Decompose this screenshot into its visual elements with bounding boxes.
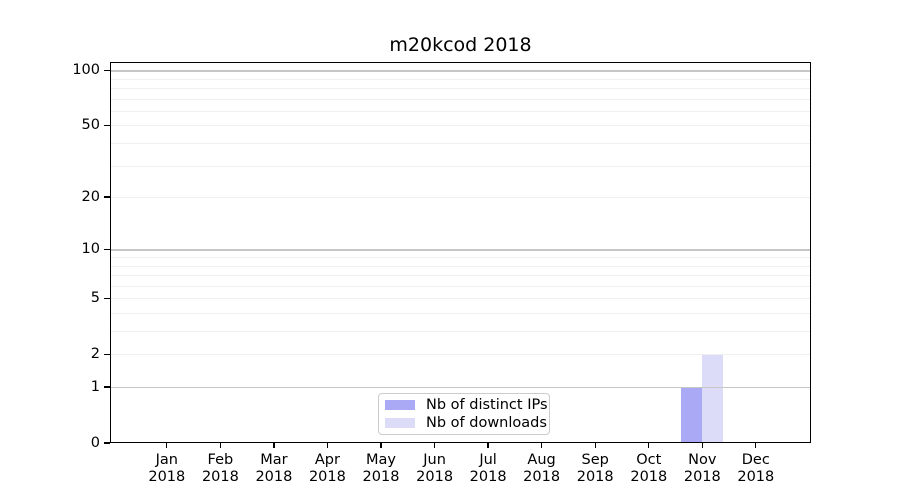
x-tick-label: Jan 2018 (148, 452, 186, 485)
y-tick-mark (104, 196, 110, 198)
legend: Nb of distinct IPs Nb of downloads (378, 393, 550, 435)
y-tick-label: 0 (90, 435, 100, 451)
x-tick-label: Feb 2018 (201, 452, 239, 485)
x-tick-label: Apr 2018 (308, 452, 346, 485)
y-tick-label: 5 (90, 290, 100, 307)
x-tick-mark (219, 443, 222, 448)
legend-swatch-downloads (385, 418, 415, 429)
y-tick-mark (104, 124, 110, 127)
x-tick-label: Aug 2018 (523, 452, 561, 485)
x-tick-mark (166, 443, 168, 448)
x-tick-mark (594, 443, 596, 448)
bar-downloads-nov-2018 (702, 354, 724, 442)
legend-item-downloads: Nb of downloads (379, 415, 549, 433)
y-tick-label: 1 (90, 379, 100, 395)
legend-label-downloads: Nb of downloads (426, 415, 547, 432)
legend-label-distinct-ips: Nb of distinct IPs (426, 396, 548, 413)
y-tick-label: 100 (72, 62, 100, 79)
y-tick-label: 20 (81, 189, 100, 206)
x-tick-mark (648, 443, 650, 448)
x-tick-mark (326, 443, 329, 448)
x-tick-mark (540, 443, 543, 448)
x-tick-label: Sep 2018 (576, 452, 614, 485)
y-tick-mark (104, 353, 110, 355)
y-tick-label: 2 (90, 346, 100, 363)
x-tick-mark (755, 443, 757, 448)
x-tick-mark (380, 443, 382, 448)
x-tick-label: Oct 2018 (630, 452, 668, 485)
y-tick-mark (104, 442, 110, 444)
chart-title: m20kcod 2018 (389, 34, 532, 56)
legend-item-distinct-ips: Nb of distinct IPs (379, 396, 549, 414)
x-tick-mark (701, 443, 703, 448)
x-tick-mark (433, 443, 436, 448)
x-tick-label: May 2018 (362, 452, 400, 485)
x-tick-label: Jul 2018 (469, 452, 507, 485)
x-tick-mark (487, 443, 489, 448)
y-tick-label: 50 (81, 117, 100, 134)
legend-swatch-distinct-ips (385, 399, 415, 410)
y-tick-label: 10 (81, 241, 100, 258)
x-tick-label: Dec 2018 (737, 452, 775, 485)
x-tick-label: Mar 2018 (255, 452, 293, 485)
bar-distinct-ips-nov-2018 (681, 387, 703, 442)
x-tick-mark (273, 443, 275, 448)
x-tick-label: Jun 2018 (416, 452, 454, 485)
x-tick-label: Nov 2018 (683, 452, 721, 485)
y-tick-mark (104, 248, 110, 250)
bars-layer (111, 63, 810, 442)
y-tick-mark (104, 386, 110, 388)
y-tick-mark (104, 297, 110, 299)
y-tick-mark (104, 69, 110, 71)
